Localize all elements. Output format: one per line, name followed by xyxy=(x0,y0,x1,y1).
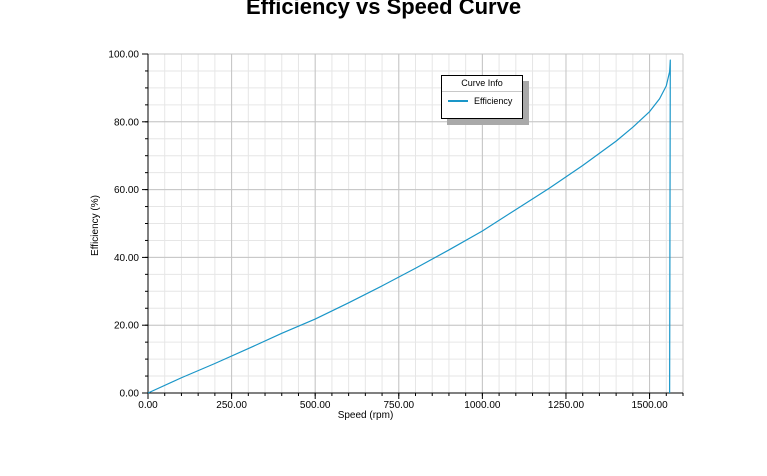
legend-title: Curve Info xyxy=(442,76,522,92)
y-tick-label: 60.00 xyxy=(114,185,139,196)
x-tick-label: 1500.00 xyxy=(631,400,668,411)
x-tick-label: 250.00 xyxy=(216,400,247,411)
x-tick-label: 1250.00 xyxy=(548,400,585,411)
x-tick-label: 0.00 xyxy=(138,400,158,411)
y-tick-label: 80.00 xyxy=(114,117,139,128)
chart-title: Efficiency vs Speed Curve xyxy=(245,0,522,19)
x-tick-label: 750.00 xyxy=(383,400,414,411)
plot-panel xyxy=(84,31,685,421)
y-tick-label: 100.00 xyxy=(108,50,139,61)
series-layer xyxy=(147,59,671,394)
y-tick-label: 0.00 xyxy=(120,389,140,400)
legend-label-efficiency: Efficiency xyxy=(474,96,513,106)
legend-swatch-efficiency xyxy=(448,100,468,102)
grid-layer xyxy=(147,53,684,394)
x-tick-label: 1000.00 xyxy=(464,400,501,411)
y-tick-label: 40.00 xyxy=(114,253,139,264)
y-tick-label: 20.00 xyxy=(114,321,139,332)
x-axis-title: Speed (rpm) xyxy=(338,410,394,421)
legend-box[interactable]: Curve Info Efficiency xyxy=(441,75,523,119)
labels-layer: 0.00 250.00 500.00 750.00 1000.00 1250.00 1500… xyxy=(90,50,668,422)
x-tick-label: 500.00 xyxy=(300,400,331,411)
series-line-efficiency xyxy=(147,59,671,394)
y-axis-title: Efficiency (%) xyxy=(90,195,101,256)
axes-layer xyxy=(142,53,684,399)
